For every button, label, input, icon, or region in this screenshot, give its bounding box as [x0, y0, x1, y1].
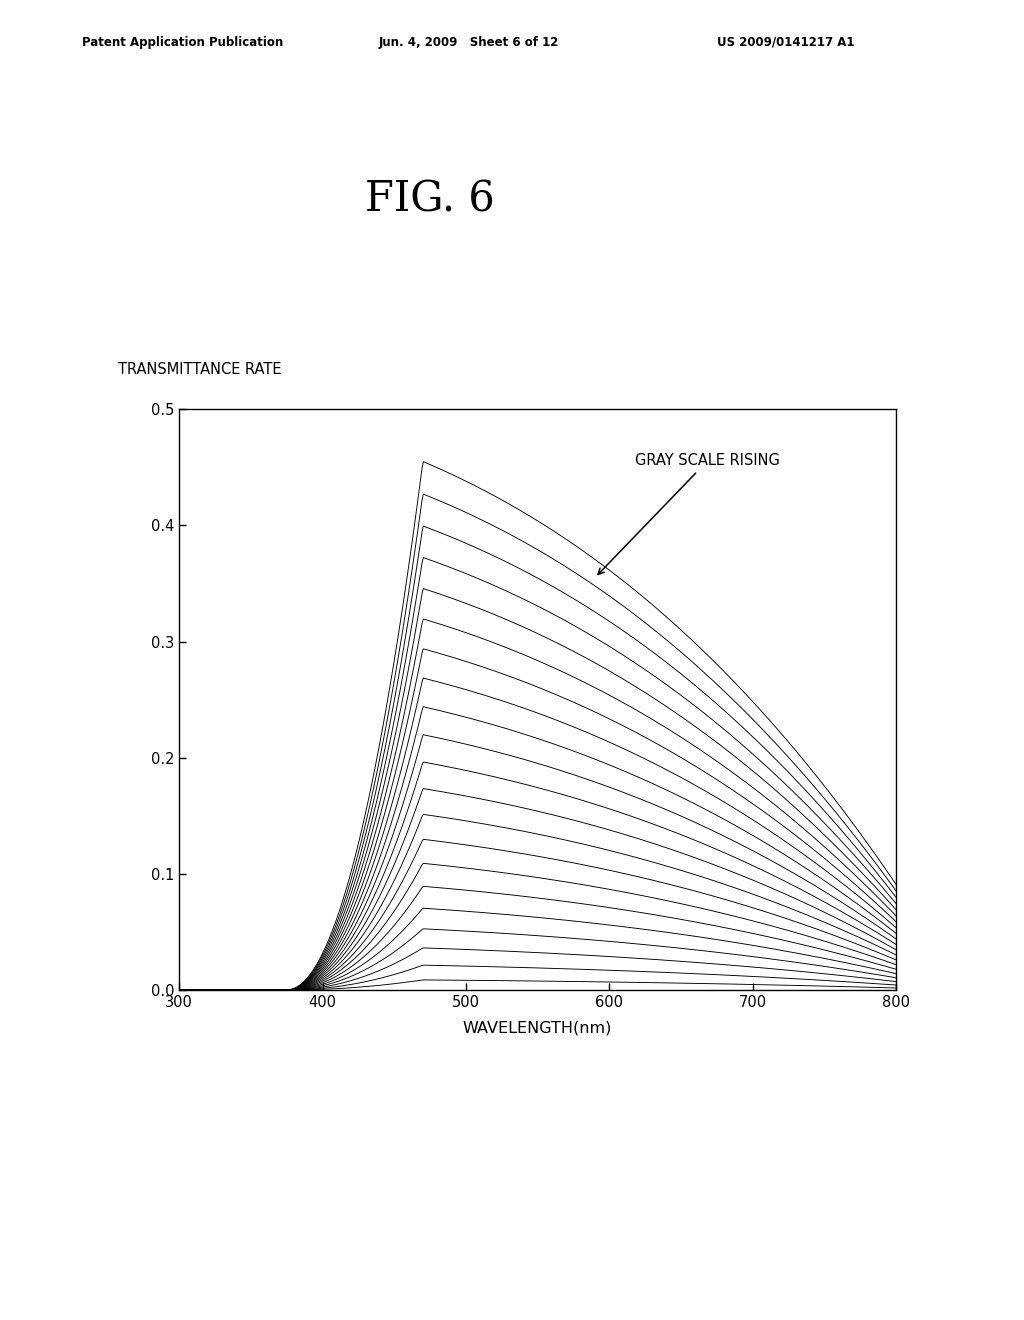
- Text: Jun. 4, 2009   Sheet 6 of 12: Jun. 4, 2009 Sheet 6 of 12: [379, 36, 559, 49]
- Text: FIG. 6: FIG. 6: [366, 178, 495, 220]
- Text: TRANSMITTANCE RATE: TRANSMITTANCE RATE: [118, 362, 282, 378]
- Text: Patent Application Publication: Patent Application Publication: [82, 36, 284, 49]
- X-axis label: WAVELENGTH(nm): WAVELENGTH(nm): [463, 1020, 612, 1036]
- Text: US 2009/0141217 A1: US 2009/0141217 A1: [717, 36, 854, 49]
- Text: GRAY SCALE RISING: GRAY SCALE RISING: [598, 453, 780, 574]
